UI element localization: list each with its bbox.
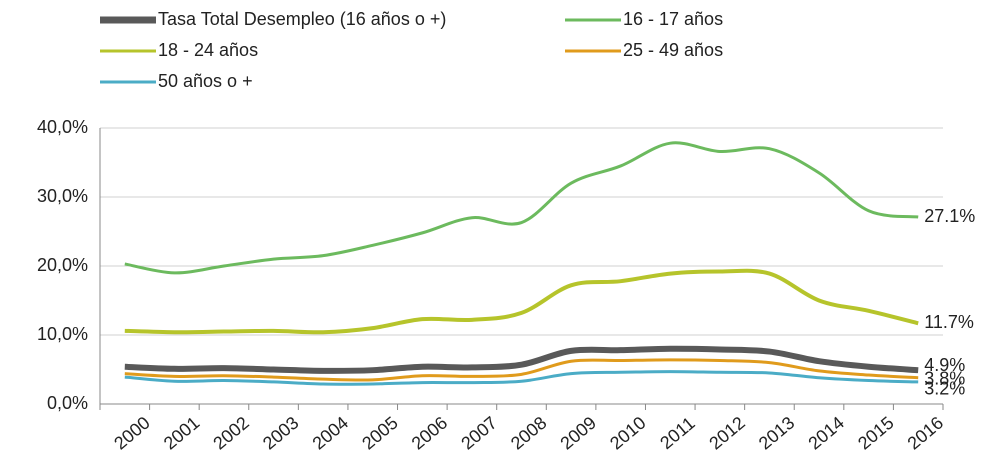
series-line	[124, 268, 919, 335]
data-label: 11.7%	[924, 312, 974, 332]
y-tick-label: 0,0%	[47, 393, 88, 413]
series-line	[124, 141, 919, 275]
x-tick-label: 2010	[606, 413, 650, 454]
y-tick-label: 10,0%	[37, 324, 88, 344]
x-tick-label: 2015	[854, 413, 898, 454]
x-tick-label: 2001	[160, 413, 204, 454]
legend-label: 18 - 24 años	[158, 40, 258, 60]
x-tick-label: 2013	[755, 413, 799, 454]
x-tick-label: 2003	[259, 413, 303, 454]
y-tick-label: 30,0%	[37, 186, 88, 206]
legend-label: 50 años o +	[158, 71, 253, 91]
series-line	[124, 358, 919, 382]
x-tick-label: 2016	[904, 413, 948, 454]
legend-label: 16 - 17 años	[623, 9, 723, 29]
x-tick-label: 2014	[804, 413, 848, 454]
series-line	[124, 370, 919, 386]
y-tick-label: 40,0%	[37, 117, 88, 137]
legend-label: Tasa Total Desempleo (16 años o +)	[158, 9, 446, 29]
legend-label: 25 - 49 años	[623, 40, 723, 60]
x-tick-label: 2009	[557, 413, 601, 454]
x-tick-label: 2007	[457, 413, 501, 454]
x-tick-label: 2011	[656, 413, 699, 453]
data-label: 3.2%	[924, 379, 965, 399]
y-tick-label: 20,0%	[37, 255, 88, 275]
x-tick-label: 2005	[358, 413, 402, 454]
x-tick-label: 2000	[110, 413, 154, 454]
x-tick-label: 2012	[705, 413, 749, 454]
series-line	[124, 345, 919, 374]
x-tick-label: 2008	[507, 413, 551, 454]
data-label: 27.1%	[924, 206, 975, 226]
data-label: 4.9%	[924, 355, 965, 375]
x-tick-label: 2002	[209, 413, 253, 454]
x-tick-label: 2004	[309, 413, 353, 454]
data-label: 3.8%	[924, 369, 965, 389]
x-tick-label: 2006	[408, 413, 452, 454]
